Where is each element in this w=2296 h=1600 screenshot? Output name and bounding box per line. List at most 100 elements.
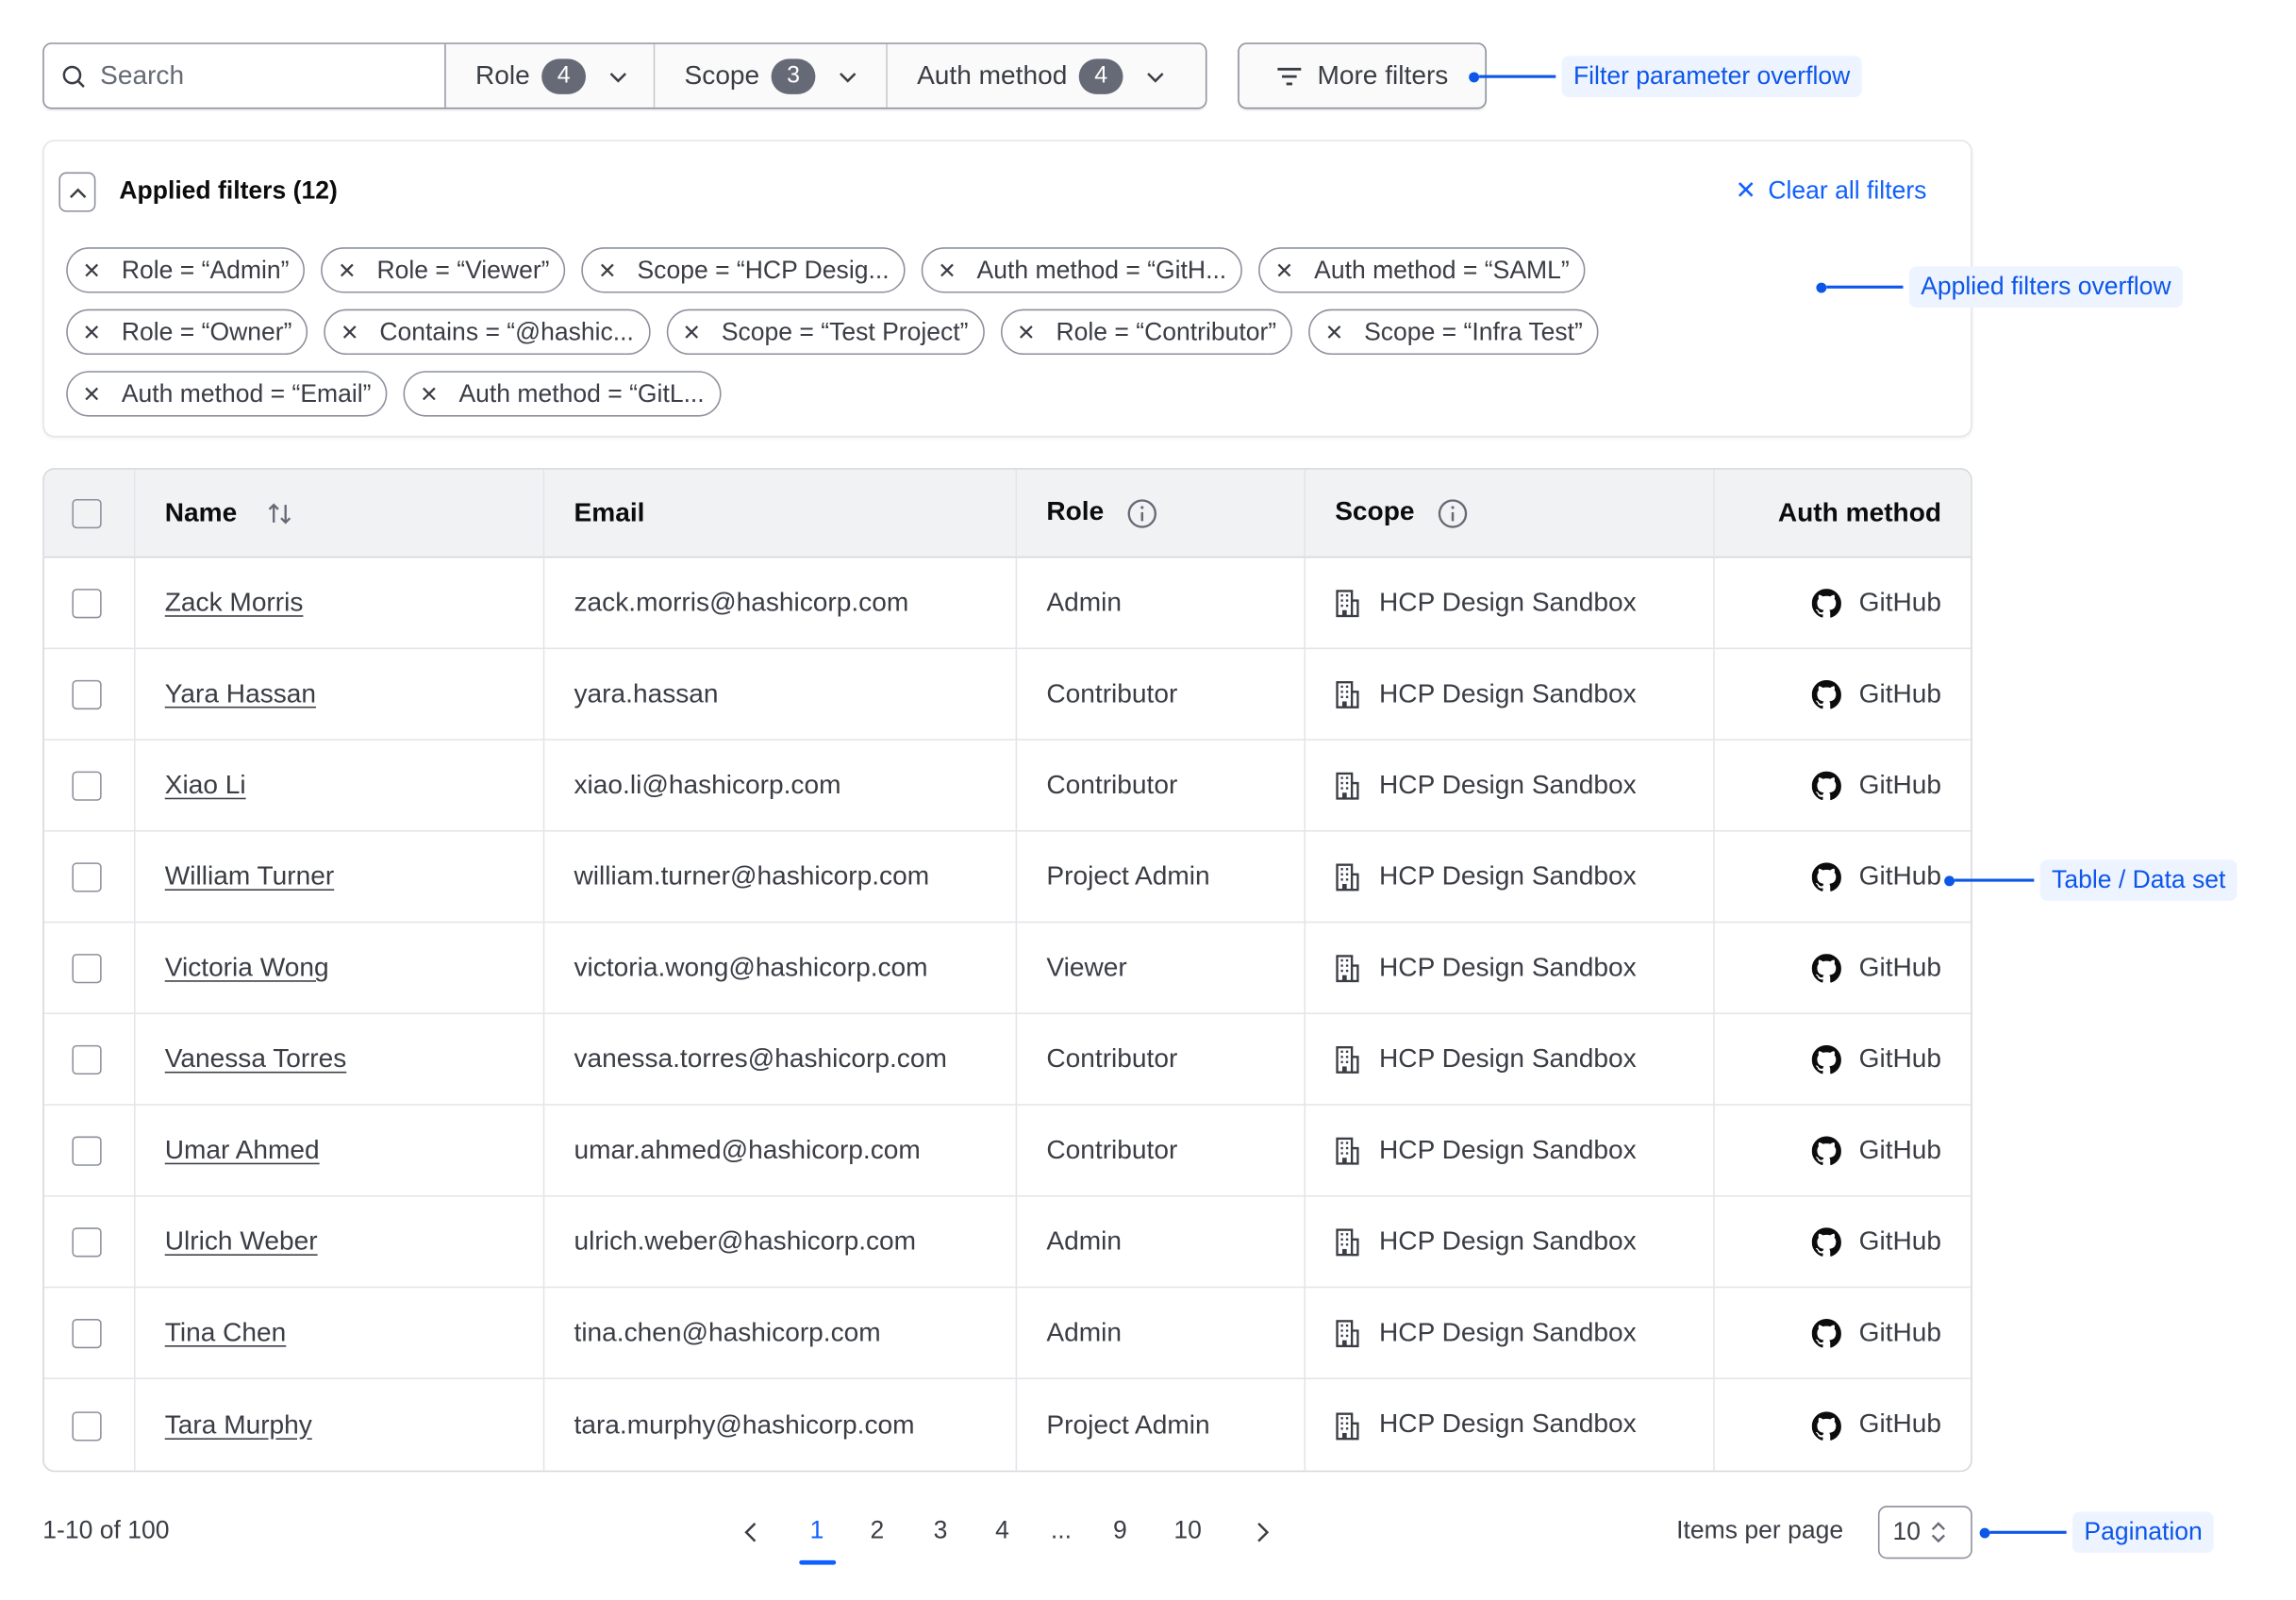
- page-1-button[interactable]: 1: [809, 1516, 824, 1544]
- role-filter-dropdown[interactable]: Role 4: [445, 43, 656, 108]
- table-row: William Turner william.turner@hashicorp.…: [43, 831, 1972, 924]
- name-cell: Victoria Wong: [135, 923, 545, 1015]
- user-name-link[interactable]: William Turner: [164, 860, 335, 891]
- scope-cell: HCP Design Sandbox: [1305, 558, 1715, 650]
- role-cell: Contributor: [1017, 649, 1306, 741]
- scope-cell: HCP Design Sandbox: [1305, 923, 1715, 1015]
- chevron-left-icon[interactable]: [739, 1521, 762, 1544]
- name-cell: Tina Chen: [135, 1288, 545, 1380]
- remove-chip-icon[interactable]: ✕: [82, 258, 102, 284]
- items-per-page-select[interactable]: 10: [1877, 1506, 1972, 1559]
- filter-chip: ✕ Auth method = “SAML”: [1258, 247, 1586, 293]
- sort-icon[interactable]: [265, 499, 294, 528]
- remove-chip-icon[interactable]: ✕: [1016, 320, 1036, 345]
- building-icon: [1336, 1320, 1359, 1348]
- table-row: Tina Chen tina.chen@hashicorp.com Admin …: [43, 1288, 1972, 1380]
- row-select-cell: [43, 1288, 136, 1380]
- auth-method-filter-dropdown[interactable]: Auth method 4: [887, 43, 1206, 108]
- remove-chip-icon[interactable]: ✕: [82, 381, 102, 408]
- search-field[interactable]: [43, 43, 446, 108]
- page-9-button[interactable]: 9: [1113, 1516, 1127, 1544]
- remove-chip-icon[interactable]: ✕: [419, 381, 439, 408]
- annotation-table: Table / Data set: [1944, 859, 2238, 901]
- page-3-button[interactable]: 3: [933, 1516, 948, 1544]
- github-icon: [1811, 1227, 1841, 1257]
- remove-chip-icon[interactable]: ✕: [337, 258, 357, 284]
- scope-filter-dropdown[interactable]: Scope 3: [655, 43, 888, 108]
- github-icon: [1811, 862, 1841, 892]
- user-name-link[interactable]: Tara Murphy: [164, 1408, 312, 1440]
- row-checkbox[interactable]: [72, 1227, 102, 1258]
- building-icon: [1336, 863, 1359, 892]
- building-icon: [1336, 1046, 1359, 1075]
- row-checkbox[interactable]: [72, 1136, 102, 1166]
- user-name-link[interactable]: Umar Ahmed: [164, 1134, 320, 1165]
- auth-method-cell: GitHub: [1714, 649, 1972, 741]
- row-checkbox[interactable]: [72, 589, 102, 619]
- user-name-link[interactable]: Yara Hassan: [164, 678, 317, 708]
- row-checkbox[interactable]: [72, 954, 102, 984]
- row-checkbox[interactable]: [72, 680, 102, 710]
- close-icon: ✕: [1735, 176, 1756, 205]
- auth-method-cell: GitHub: [1714, 1197, 1972, 1289]
- page-4-button[interactable]: 4: [995, 1516, 1009, 1544]
- user-name-link[interactable]: Victoria Wong: [164, 952, 329, 982]
- chevron-up-down-icon: [1931, 1522, 1945, 1543]
- page-2-button[interactable]: 2: [870, 1516, 885, 1544]
- current-page-indicator: [799, 1559, 837, 1565]
- github-icon: [1811, 1410, 1841, 1441]
- table-row: Umar Ahmed umar.ahmed@hashicorp.com Cont…: [43, 1105, 1972, 1197]
- remove-chip-icon[interactable]: ✕: [1324, 320, 1344, 345]
- remove-chip-icon[interactable]: ✕: [82, 320, 102, 345]
- clear-all-filters-button[interactable]: ✕ Clear all filters: [1735, 176, 1927, 205]
- remove-chip-icon[interactable]: ✕: [682, 320, 701, 345]
- filter-chip: ✕ Role = “Viewer”: [321, 247, 566, 293]
- user-name-link[interactable]: Tina Chen: [164, 1317, 287, 1347]
- info-icon[interactable]: [1437, 497, 1469, 529]
- row-select-cell: [43, 831, 136, 924]
- github-icon: [1811, 954, 1841, 983]
- chevron-down-icon: [840, 72, 857, 82]
- row-checkbox[interactable]: [72, 1319, 102, 1349]
- annotation-pagination: Pagination: [1979, 1511, 2215, 1554]
- scope-cell: HCP Design Sandbox: [1305, 740, 1715, 832]
- user-name-link[interactable]: Zack Morris: [164, 587, 304, 617]
- header-role: Role: [1017, 469, 1306, 558]
- remove-chip-icon[interactable]: ✕: [938, 258, 957, 284]
- page-10-button[interactable]: 10: [1173, 1516, 1202, 1544]
- user-name-link[interactable]: Ulrich Weber: [164, 1225, 318, 1256]
- remove-chip-icon[interactable]: ✕: [1274, 258, 1294, 284]
- chevron-right-icon[interactable]: [1251, 1521, 1274, 1544]
- row-checkbox[interactable]: [72, 1410, 102, 1441]
- row-select-cell: [43, 740, 136, 832]
- remove-chip-icon[interactable]: ✕: [598, 258, 617, 284]
- auth-method-cell: GitHub: [1714, 1014, 1972, 1106]
- remove-chip-icon[interactable]: ✕: [340, 320, 359, 345]
- header-name[interactable]: Name: [135, 469, 545, 558]
- search-input[interactable]: [100, 59, 424, 92]
- name-cell: Xiao Li: [135, 740, 545, 832]
- collapse-button[interactable]: [58, 172, 96, 212]
- scope-cell: HCP Design Sandbox: [1305, 831, 1715, 924]
- table-row: Ulrich Weber ulrich.weber@hashicorp.com …: [43, 1196, 1972, 1289]
- auth-method-cell: GitHub: [1714, 832, 1972, 924]
- info-icon[interactable]: [1126, 497, 1158, 529]
- user-name-link[interactable]: Vanessa Torres: [164, 1043, 347, 1074]
- filter-chip: ✕ Auth method = “GitL...: [403, 371, 721, 417]
- row-checkbox[interactable]: [72, 862, 102, 892]
- email-cell: xiao.li@hashicorp.com: [544, 740, 1018, 832]
- user-name-link[interactable]: Xiao Li: [164, 770, 246, 800]
- dropdown-label: Scope: [684, 59, 760, 91]
- scope-cell: HCP Design Sandbox: [1305, 1196, 1715, 1289]
- github-icon: [1811, 589, 1841, 618]
- role-cell: Contributor: [1017, 1014, 1306, 1106]
- role-cell: Admin: [1017, 1288, 1306, 1380]
- table-row: Tara Murphy tara.murphy@hashicorp.com Pr…: [44, 1379, 1971, 1471]
- more-filters-button[interactable]: More filters: [1238, 42, 1487, 109]
- count-badge: 3: [771, 58, 816, 94]
- email-cell: ulrich.weber@hashicorp.com: [544, 1196, 1018, 1289]
- row-checkbox[interactable]: [72, 771, 102, 801]
- github-icon: [1811, 1136, 1841, 1166]
- select-all-checkbox[interactable]: [72, 499, 102, 529]
- row-checkbox[interactable]: [72, 1045, 102, 1075]
